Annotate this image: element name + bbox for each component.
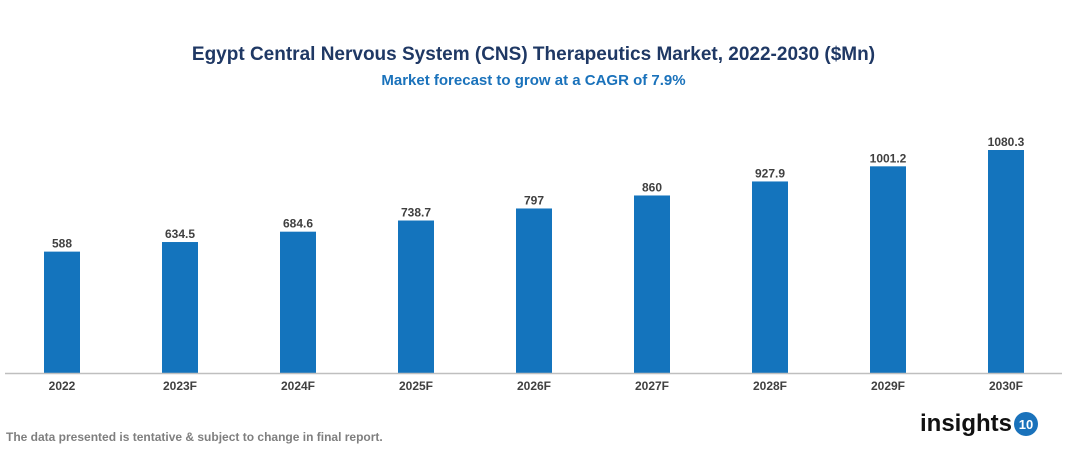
data-label: 797 xyxy=(524,193,544,207)
chart-subtitle: Market forecast to grow at a CAGR of 7.9… xyxy=(381,72,686,89)
chart-title: Egypt Central Nervous System (CNS) Thera… xyxy=(191,44,876,65)
bar-2023F xyxy=(162,242,198,373)
x-tick-label: 2022 xyxy=(49,379,76,393)
data-label: 588 xyxy=(52,237,72,251)
x-tick-label: 2026F xyxy=(517,379,551,393)
x-tick-label: 2023F xyxy=(163,379,197,393)
bar-2022 xyxy=(44,251,80,373)
data-label: 684.6 xyxy=(283,217,313,231)
bar-2029F xyxy=(870,166,906,373)
footnote: The data presented is tentative & subjec… xyxy=(6,430,383,444)
data-label: 1080.3 xyxy=(988,135,1025,149)
data-label: 927.9 xyxy=(755,166,785,180)
bar-2027F xyxy=(634,195,670,373)
insights10-logo: insights 10 xyxy=(920,410,1039,438)
data-label: 1001.2 xyxy=(870,151,907,165)
x-tick-label: 2028F xyxy=(753,379,787,393)
logo-badge: 10 xyxy=(1014,412,1039,436)
bar-2030F xyxy=(988,150,1024,373)
x-tick-label: 2029F xyxy=(871,379,905,393)
bar-2025F xyxy=(398,220,434,373)
bar-2026F xyxy=(516,208,552,373)
data-label: 634.5 xyxy=(165,227,195,241)
bar-2028F xyxy=(752,181,788,373)
bar-2024F xyxy=(280,231,316,373)
x-tick-label: 2025F xyxy=(399,379,433,393)
x-tick-label: 2027F xyxy=(635,379,669,393)
logo-text: insights xyxy=(920,410,1013,437)
data-label: 738.7 xyxy=(401,206,431,220)
x-tick-label: 2024F xyxy=(281,379,315,393)
x-tick-label: 2030F xyxy=(989,379,1023,393)
data-label: 860 xyxy=(642,180,662,194)
